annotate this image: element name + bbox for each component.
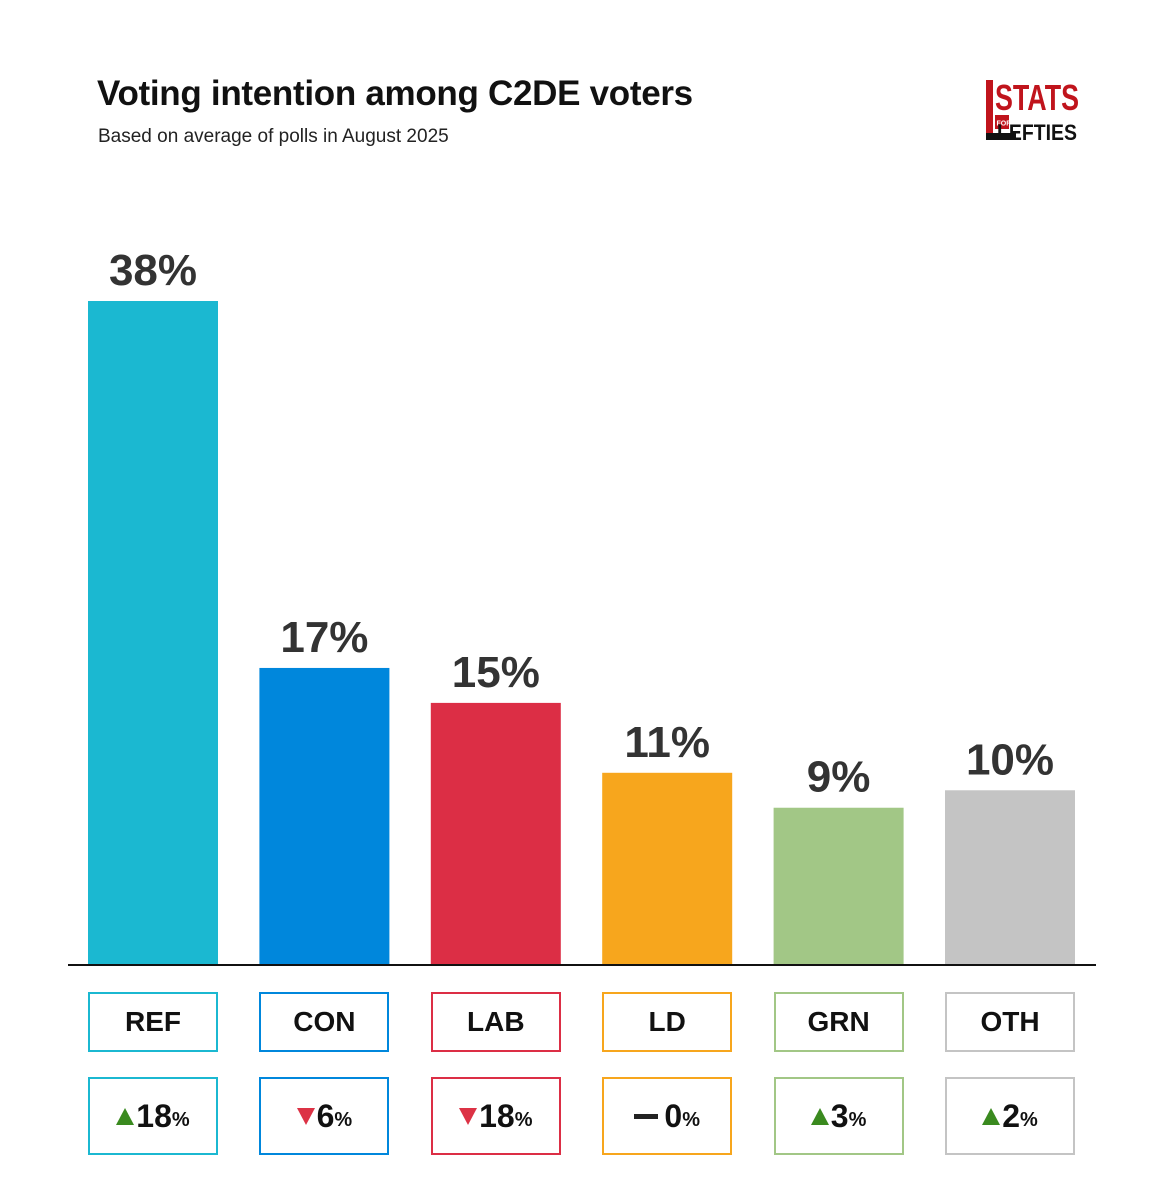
value-label-ld: 11% — [624, 718, 710, 767]
party-label-con: CON — [259, 992, 390, 1052]
change-box-con: 6% — [259, 1077, 390, 1155]
value-labels-group: 38% 17% 15% 11% 9% 10% — [109, 246, 1054, 802]
change-value: 2 — [1002, 1097, 1020, 1134]
change-value: 18 — [479, 1097, 515, 1134]
triangle-down-icon — [296, 1107, 315, 1125]
stats-for-lefties-logo: STATS FOR LEFTIES — [986, 78, 1079, 144]
logo-lefties-text: LEFTIES — [997, 120, 1077, 144]
triangle-up-icon — [810, 1107, 829, 1125]
value-label-grn: 9% — [807, 753, 871, 802]
change-value: 6 — [316, 1097, 335, 1134]
change-unit: % — [682, 1108, 700, 1131]
change-unit: % — [514, 1108, 533, 1131]
value-label-lab: 15% — [452, 648, 540, 697]
bar-grn — [773, 807, 904, 965]
party-label-oth: OTH — [945, 992, 1075, 1052]
party-label-ld: LD — [602, 992, 733, 1052]
dash-icon — [634, 1113, 659, 1119]
bar-con — [259, 667, 390, 965]
triangle-down-icon — [459, 1107, 478, 1125]
chart-subtitle: Based on average of polls in August 2025 — [98, 126, 449, 147]
change-box-lab: 18% — [430, 1077, 561, 1155]
change-unit: % — [1020, 1108, 1038, 1131]
triangle-up-icon — [982, 1107, 1001, 1125]
change-value: 18 — [136, 1097, 172, 1134]
party-label-lab: LAB — [430, 992, 561, 1052]
bar-lab — [430, 702, 561, 965]
bars-group — [88, 301, 1075, 965]
bar-oth — [945, 790, 1075, 965]
value-label-oth: 10% — [966, 735, 1054, 784]
value-label-con: 17% — [280, 613, 368, 662]
party-label-grn: GRN — [773, 992, 904, 1052]
change-box-ref: 18% — [88, 1077, 218, 1155]
change-unit: % — [848, 1108, 867, 1131]
bar-ld — [602, 772, 733, 965]
change-value: 3 — [830, 1097, 849, 1134]
change-unit: % — [171, 1108, 190, 1131]
change-unit: % — [334, 1108, 353, 1131]
chart-title: Voting intention among C2DE voters — [97, 74, 693, 113]
party-label-ref: REF — [88, 992, 218, 1052]
logo-stats-text: STATS — [995, 78, 1079, 118]
change-box-grn: 3% — [773, 1077, 904, 1155]
logo-for-text: FOR — [997, 121, 1012, 128]
change-box-ld: 0% — [602, 1077, 733, 1155]
bar-ref — [88, 301, 218, 965]
triangle-up-icon — [116, 1107, 135, 1125]
change-value: 0 — [664, 1097, 683, 1134]
change-box-oth: 2% — [945, 1077, 1075, 1155]
value-label-ref: 38% — [109, 246, 197, 295]
